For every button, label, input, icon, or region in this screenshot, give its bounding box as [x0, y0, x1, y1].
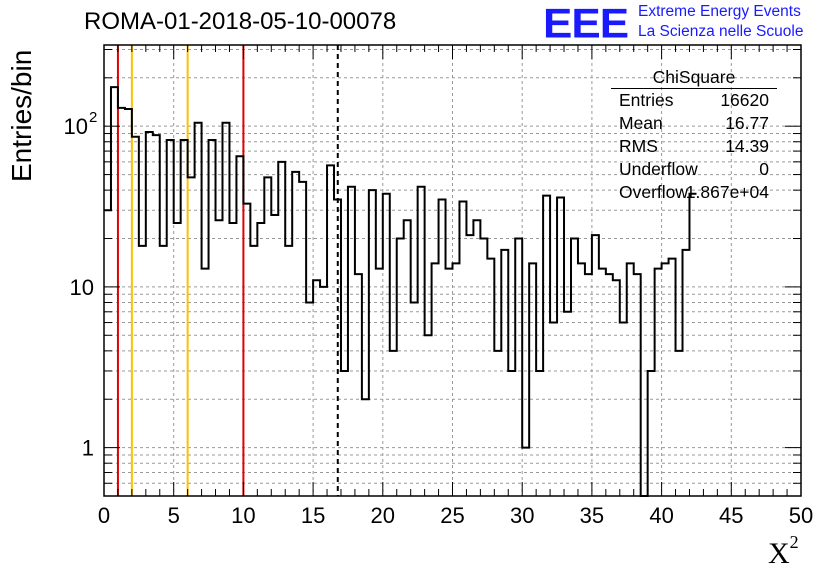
stats-value: 1.867e+04: [685, 182, 769, 202]
axis-ticks: [103, 45, 802, 497]
x-tick-label: 25: [440, 503, 464, 528]
x-tick-label: 40: [649, 503, 673, 528]
x-axis-label-base: X: [768, 537, 790, 570]
stats-label: Overflow: [619, 182, 689, 202]
x-tick-label: 0: [98, 503, 110, 528]
marker-lines: [116, 45, 339, 496]
stats-label: RMS: [619, 136, 658, 156]
x-axis-label-exponent: 2: [789, 532, 799, 552]
stats-box: ChiSquare Entries 16620 Mean 16.77 RMS 1…: [611, 66, 777, 206]
eee-logo: EEE: [543, 0, 629, 47]
stats-row-underflow: Underflow 0: [611, 158, 777, 181]
stats-row-entries: Entries 16620: [611, 89, 777, 112]
stats-row-overflow: Overflow 1.867e+04: [611, 181, 777, 204]
histogram-series: [104, 86, 697, 497]
y-tick-label: 1: [82, 436, 94, 461]
grid: [104, 45, 801, 497]
stats-value: 16620: [720, 90, 769, 110]
stats-row-mean: Mean 16.77: [611, 112, 777, 135]
stats-row-rms: RMS 14.39: [611, 135, 777, 158]
logo-line-1: Extreme Energy Events: [638, 3, 801, 20]
x-tick-label: 45: [719, 503, 743, 528]
x-tick-label: 50: [789, 503, 813, 528]
logo-line-2: La Scienza nelle Scuole: [638, 23, 804, 40]
x-tick-label: 15: [301, 503, 325, 528]
y-axis-label: Entries/bin: [6, 49, 37, 182]
stats-title: ChiSquare: [611, 66, 777, 89]
stats-label: Entries: [619, 90, 674, 110]
stats-value: 16.77: [725, 113, 769, 133]
y-tick-label: 10: [70, 275, 94, 300]
x-tick-label: 5: [168, 503, 180, 528]
y-tick-label: 10: [64, 114, 88, 139]
x-tick-label: 35: [580, 503, 604, 528]
chart-title: ROMA-01-2018-05-10-00078: [84, 8, 397, 35]
stats-value: 0: [759, 159, 769, 179]
x-tick-label: 10: [231, 503, 255, 528]
logo-caption: Extreme Energy Events La Scienza nelle S…: [638, 2, 803, 42]
stats-label: Underflow: [619, 159, 698, 179]
stats-value: 14.39: [725, 136, 769, 156]
x-tick-label: 20: [371, 503, 395, 528]
y-tick-label-exponent: 2: [89, 109, 97, 126]
x-axis-label: X2: [768, 532, 799, 571]
x-tick-label: 30: [510, 503, 534, 528]
stats-label: Mean: [619, 113, 663, 133]
